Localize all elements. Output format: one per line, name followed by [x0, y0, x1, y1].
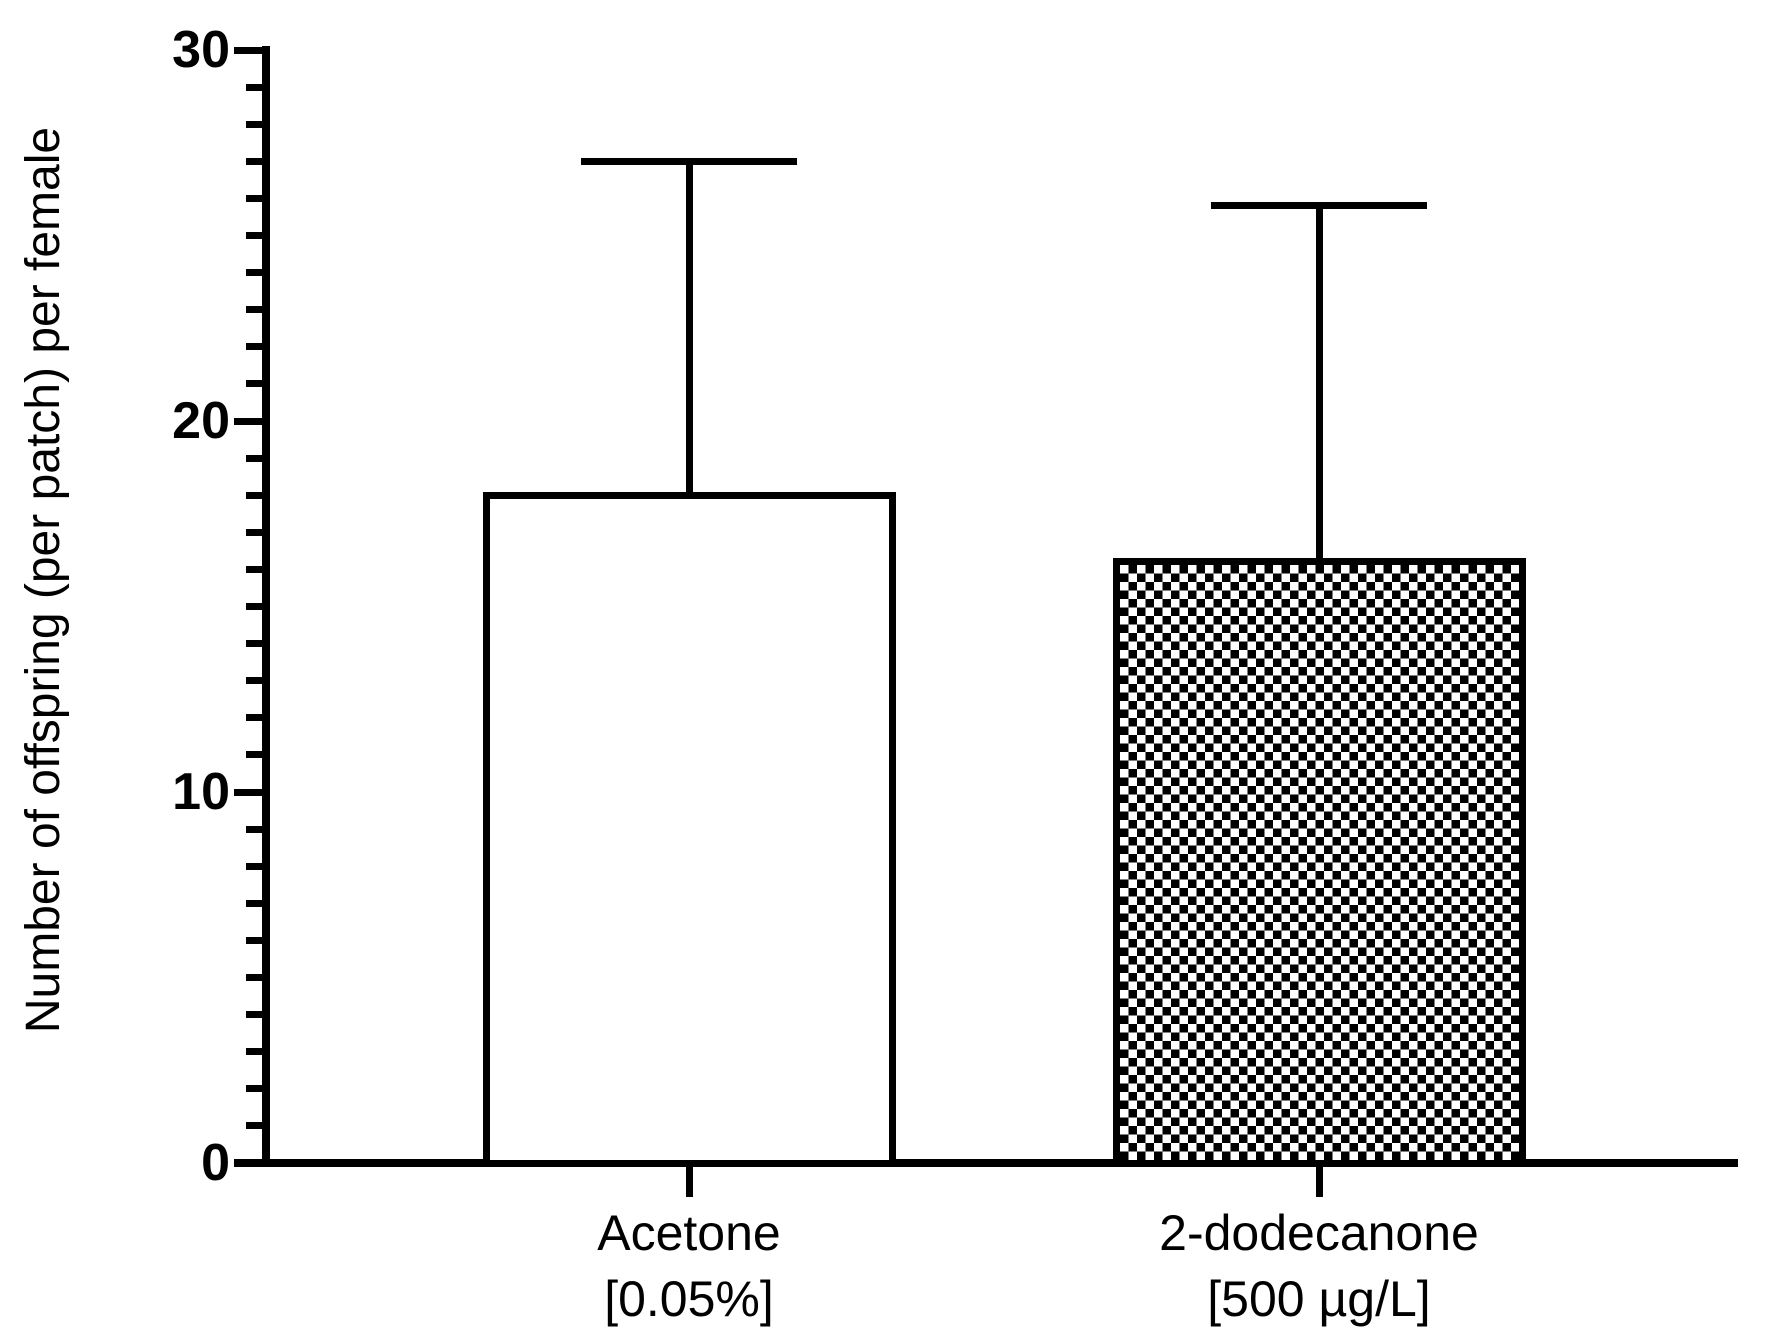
y-minor-tick: [246, 194, 262, 202]
error-bar-cap-2: [1211, 202, 1427, 210]
y-minor-tick: [246, 120, 262, 128]
y-minor-tick: [246, 936, 262, 944]
y-minor-tick: [246, 714, 262, 722]
y-minor-tick: [246, 83, 262, 91]
y-minor-tick: [246, 565, 262, 573]
y-minor-tick: [246, 491, 262, 499]
y-tick-label: 30: [172, 21, 230, 79]
x-category-label-1: Acetone [0.05%]: [597, 1205, 781, 1327]
y-minor-tick: [246, 232, 262, 239]
y-minor-tick: [246, 862, 262, 870]
y-minor-tick: [246, 1085, 262, 1093]
error-bar-line-2: [1315, 205, 1323, 562]
y-minor-tick: [246, 157, 262, 165]
y-minor-tick: [246, 603, 262, 610]
y-minor-tick: [246, 306, 262, 314]
y-minor-tick: [246, 1011, 262, 1019]
y-minor-tick: [246, 1048, 262, 1056]
bar-2: [1112, 558, 1526, 1167]
y-minor-tick: [246, 974, 262, 981]
y-minor-tick: [246, 380, 262, 388]
y-minor-tick: [246, 751, 262, 759]
y-minor-tick: [246, 677, 262, 685]
y-minor-tick: [246, 454, 262, 462]
x-major-tick-1: [685, 1167, 693, 1197]
x-axis-line: [234, 1159, 1738, 1167]
y-minor-tick: [246, 825, 262, 833]
x-major-tick-2: [1315, 1167, 1323, 1197]
y-minor-tick: [246, 899, 262, 907]
y-axis-line: [262, 46, 270, 1167]
y-minor-tick: [246, 1122, 262, 1130]
y-major-tick: [234, 788, 262, 796]
y-tick-label: 10: [172, 763, 230, 821]
error-bar-cap-1: [581, 157, 797, 165]
error-bar-line-1: [685, 161, 693, 496]
y-minor-tick: [246, 343, 262, 351]
y-tick-label: 20: [172, 392, 230, 450]
y-minor-tick: [246, 528, 262, 536]
y-minor-tick: [246, 640, 262, 648]
bar-1: [482, 491, 896, 1167]
y-minor-tick: [246, 269, 262, 277]
y-tick-label: 0: [201, 1134, 230, 1192]
y-major-tick: [234, 417, 262, 425]
y-axis-title: Number of offspring (per patch) per fema…: [17, 126, 70, 1034]
y-major-tick: [234, 46, 262, 54]
x-category-label-2: 2-dodecanone [500 µg/L]: [1159, 1205, 1479, 1327]
